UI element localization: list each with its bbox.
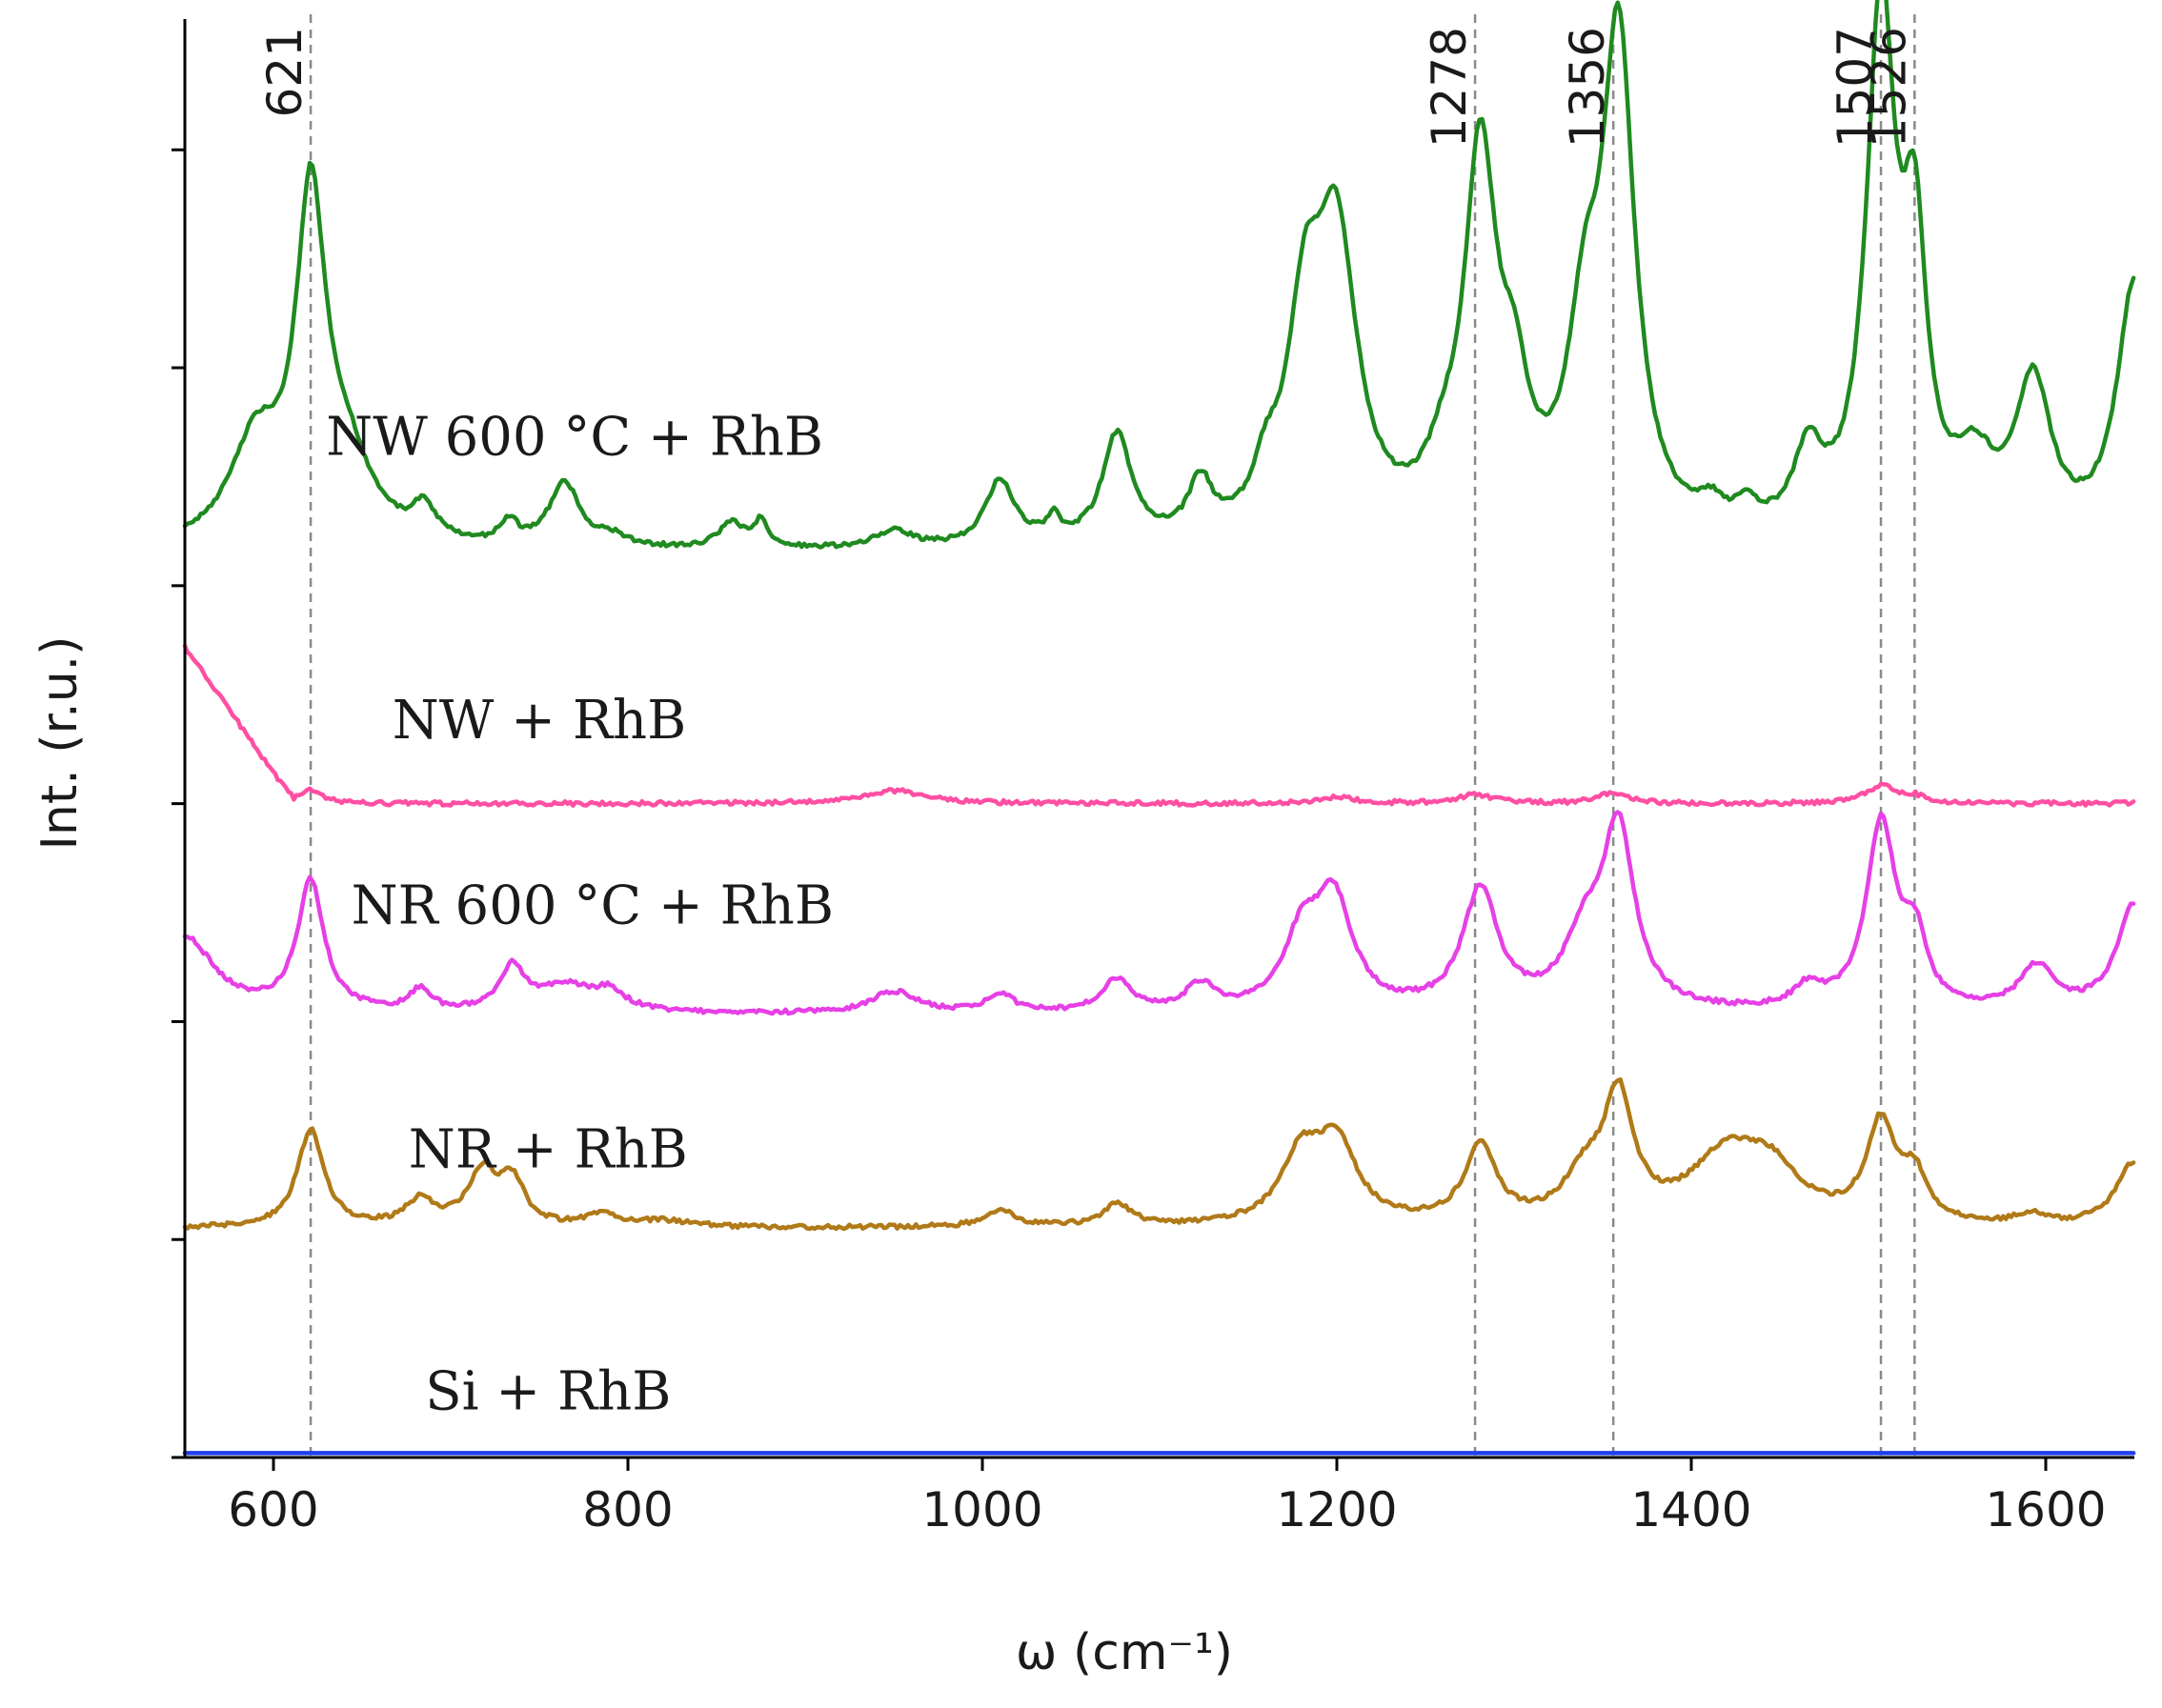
x-tick-label-1400: 1400 — [1630, 1482, 1751, 1537]
series-label-nr-600-c-rhb: NR 600 °C + RhB — [352, 874, 834, 936]
series-line-nw-600-c-rhb — [182, 0, 2136, 550]
axes — [183, 19, 2134, 1459]
peak-marker-lines — [309, 14, 1916, 1457]
x-tick-label-800: 800 — [582, 1482, 673, 1537]
x-tick-label-1200: 1200 — [1276, 1482, 1397, 1537]
spectra-series — [182, 0, 2136, 1456]
series-label-nw-600-c-rhb: NW 600 °C + RhB — [326, 407, 823, 469]
peak-label-621: 621 — [257, 27, 313, 117]
series-label-nw-rhb: NW + RhB — [393, 690, 686, 752]
series-line-nr-rhb — [182, 1076, 2136, 1232]
series-line-nr-600-c-rhb — [182, 810, 2136, 1016]
peak-label-1507: 1507 — [1828, 27, 1883, 148]
peak-label-1278: 1278 — [1422, 27, 1477, 148]
series-label-si-rhb: Si + RhB — [425, 1361, 671, 1423]
y-axis-title: Int. (r.u.) — [31, 636, 89, 851]
peak-label-1356: 1356 — [1560, 27, 1615, 148]
series-label-nr-rhb: NR + RhB — [409, 1119, 688, 1181]
x-axis-ticks: 600 800 1000 1200 1400 1600 — [228, 1457, 2107, 1537]
series-line-nw-rhb — [182, 643, 2136, 808]
x-tick-label-600: 600 — [228, 1482, 318, 1537]
x-tick-label-1600: 1600 — [1985, 1482, 2106, 1537]
y-axis-ticks — [172, 148, 185, 1459]
x-tick-label-1000: 1000 — [921, 1482, 1042, 1537]
x-axis-title: ω (cm⁻¹) — [1016, 1624, 1233, 1681]
peak-label-1526: 1526 — [1861, 27, 1916, 148]
series-labels: NW 600 °C + RhB NW + RhB NR 600 °C + RhB NR… — [326, 407, 834, 1423]
